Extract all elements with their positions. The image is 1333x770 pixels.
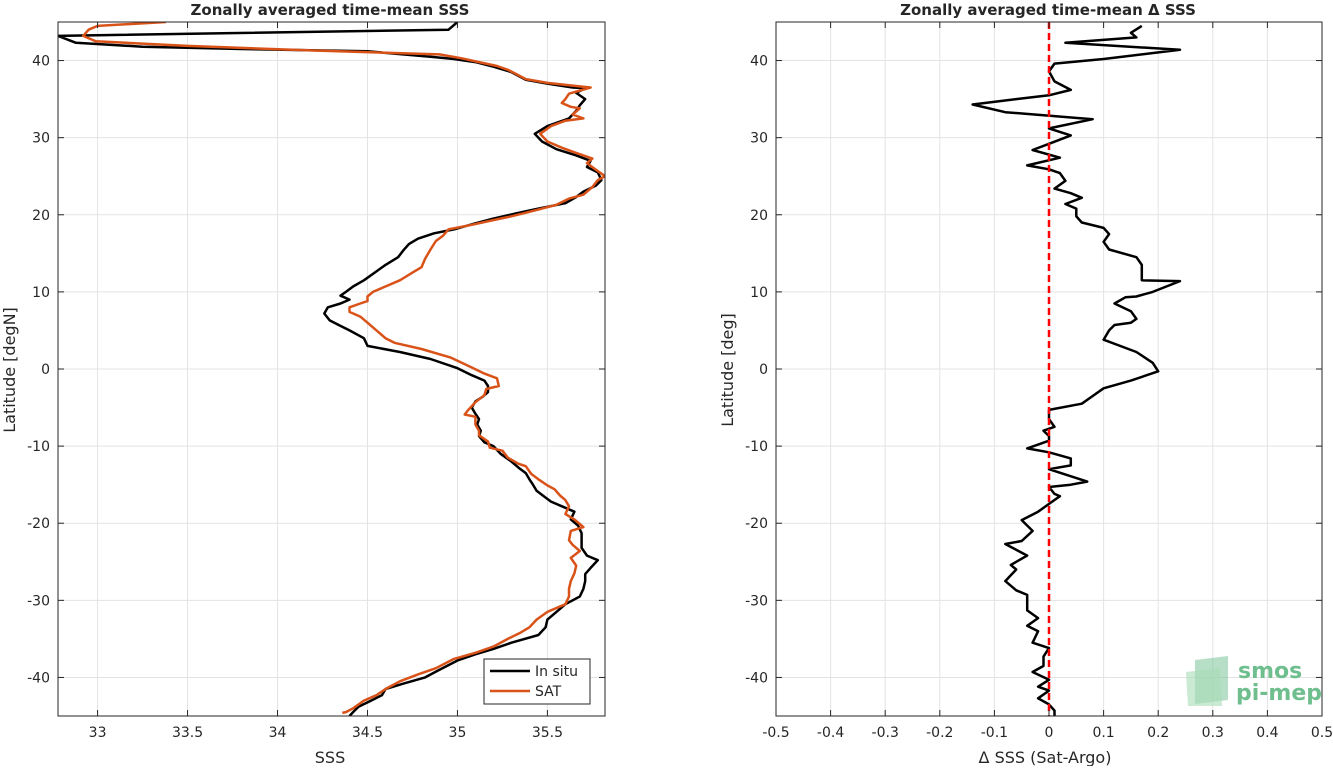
right-y-tick-label: -40 xyxy=(745,670,768,686)
right-axes-frame xyxy=(775,21,1323,717)
right-y-tick-label: 0 xyxy=(759,362,768,378)
left-y-tick-label: -30 xyxy=(27,593,50,609)
left-x-axis-label: SSS xyxy=(315,748,345,766)
left-grid xyxy=(58,22,605,716)
left-series-line-sat xyxy=(81,22,605,715)
left-axes: 33 33.5 34 34.5 35 35.5 -40 -30 -20 -10 0 10 20 30 40 xyxy=(27,21,606,741)
smos-pi-mep-logo: smos pi-mep xyxy=(1186,656,1322,706)
logo-text-smos: smos xyxy=(1238,659,1302,684)
left-x-tick-label: 33 xyxy=(89,725,107,741)
left-y-tick-label: 20 xyxy=(32,208,50,224)
left-x-tick-label: 35 xyxy=(449,725,467,741)
left-chart-title: Zonally averaged time-mean SSS xyxy=(191,1,470,19)
right-series-line-0 xyxy=(971,24,1182,716)
right-x-tick-label: -0.5 xyxy=(762,725,789,741)
right-series xyxy=(971,22,1182,716)
right-x-tick-label: 0.3 xyxy=(1202,725,1224,741)
right-y-axis-label: Latitude [deg] xyxy=(718,313,737,427)
right-x-tick-label: 0.5 xyxy=(1311,725,1333,741)
left-y-tick-label: -10 xyxy=(27,439,50,455)
left-y-tick-label: 0 xyxy=(41,362,50,378)
right-x-tick-label: -0.3 xyxy=(872,725,899,741)
right-y-tick-label: 40 xyxy=(750,54,768,70)
left-y-tick-label: 30 xyxy=(32,131,50,147)
left-x-tick-label: 34 xyxy=(269,725,287,741)
right-y-tick-label: 10 xyxy=(750,285,768,301)
right-x-tick-label: 0.2 xyxy=(1147,725,1169,741)
left-y-tick-label: -40 xyxy=(27,670,50,686)
left-series xyxy=(58,22,605,716)
left-axes-frame xyxy=(57,21,606,717)
right-x-tick-label: -0.4 xyxy=(817,725,844,741)
logo-mark-front xyxy=(1186,668,1222,706)
left-y-axis-label: Latitude [degN] xyxy=(0,307,19,433)
right-x-tick-label: -0.2 xyxy=(926,725,953,741)
left-y-tick-label: 10 xyxy=(32,285,50,301)
right-chart-title: Zonally averaged time-mean Δ SSS xyxy=(900,1,1196,19)
left-y-tick-label: -20 xyxy=(27,516,50,532)
left-legend: In situ SAT xyxy=(483,658,591,705)
left-panel: 33 33.5 34 34.5 35 35.5-40-30-20-10010203040 … xyxy=(0,1,606,767)
right-y-tick-label: -20 xyxy=(745,516,768,532)
right-y-tick-label: 30 xyxy=(750,131,768,147)
right-x-tick-label: -0.1 xyxy=(981,725,1008,741)
right-x-tick-label: 0 xyxy=(1045,725,1054,741)
right-x-tick-label: 0.4 xyxy=(1256,725,1278,741)
left-x-tick-label: 33.5 xyxy=(172,725,203,741)
right-y-tick-label: -30 xyxy=(745,593,768,609)
right-x-tick-label: 0.1 xyxy=(1092,725,1114,741)
right-y-tick-label: -10 xyxy=(745,439,768,455)
right-panel: -0.5 -0.4 -0.3 -0.2 -0.1 0 0.1 0.2 0.3 0.4 0.5 -40 -… xyxy=(718,1,1333,767)
left-x-tick-label: 35.5 xyxy=(532,725,563,741)
right-axes: -0.5 -0.4 -0.3 -0.2 -0.1 0 0.1 0.2 0.3 0.4 0.5 -40 -… xyxy=(745,21,1333,741)
legend-in-situ-label: In situ xyxy=(535,664,578,680)
left-x-tick-label: 34.5 xyxy=(352,725,383,741)
right-y-tick-label: 20 xyxy=(750,208,768,224)
left-y-tick-label: 40 xyxy=(32,54,50,70)
legend-box xyxy=(483,658,591,705)
logo-text-pi-mep: pi-mep xyxy=(1236,681,1322,706)
right-x-axis-label: Δ SSS (Sat-Argo) xyxy=(979,748,1112,766)
legend-sat-label: SAT xyxy=(535,684,562,700)
